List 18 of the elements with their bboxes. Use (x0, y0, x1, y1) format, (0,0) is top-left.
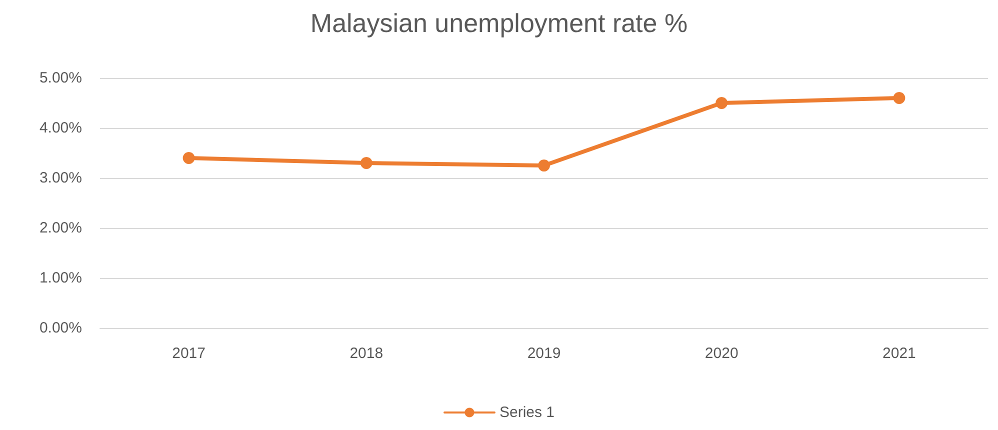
legend-label: Series 1 (499, 404, 555, 421)
y-tick-label: 3.00% (39, 170, 82, 186)
point (360, 157, 372, 169)
x-tick-label: 2019 (527, 345, 561, 362)
y-tick-label: 5.00% (39, 70, 82, 86)
x-tick-label: 2017 (172, 345, 206, 362)
point (538, 160, 550, 172)
point (893, 92, 906, 104)
chart-title: Malaysian unemployment rate % (310, 8, 688, 38)
y-tick-label: 1.00% (39, 270, 82, 286)
x-tick-label: 2020 (704, 345, 738, 362)
point (716, 97, 728, 109)
y-tick-label: 0.00% (39, 320, 82, 336)
y-tick-label: 2.00% (39, 220, 82, 236)
y-tick-label: 4.00% (39, 120, 82, 136)
x-tick-label: 2021 (882, 345, 916, 362)
point (182, 152, 195, 164)
x-tick-label: 2018 (350, 345, 384, 362)
